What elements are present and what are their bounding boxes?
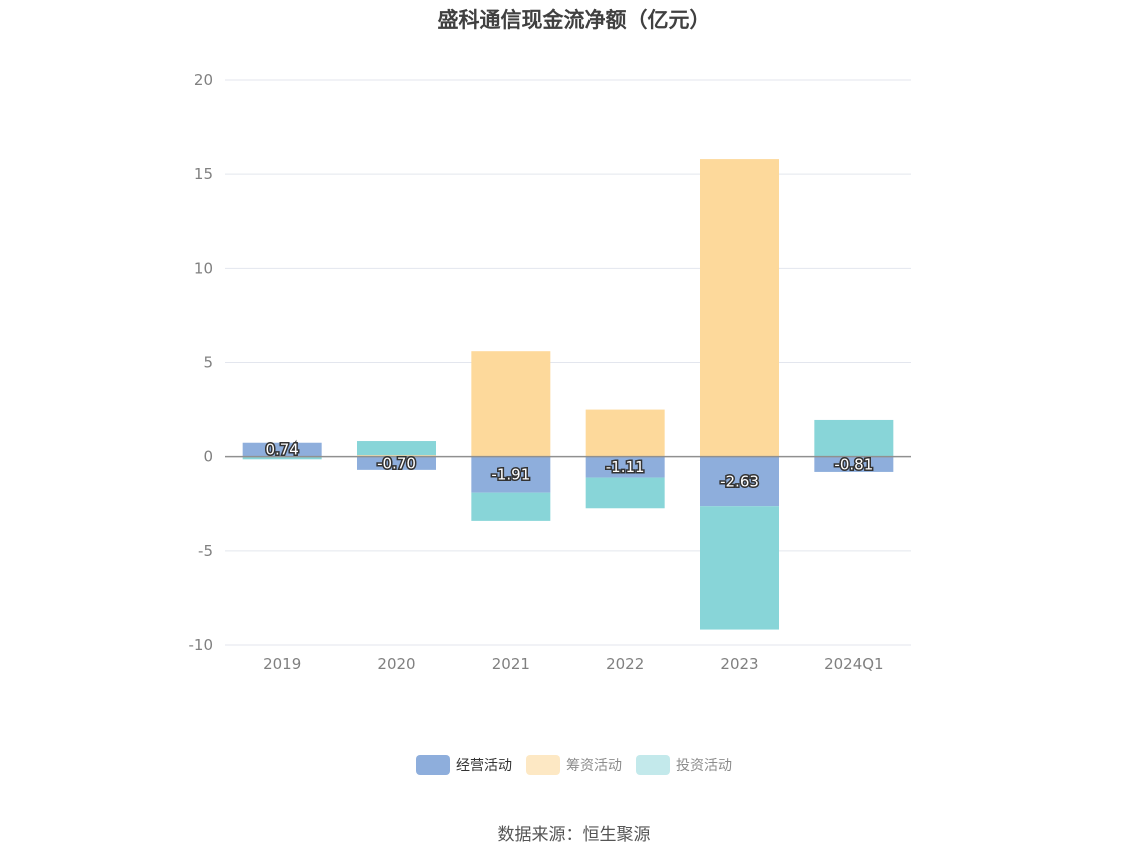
legend-swatch-investing	[636, 755, 670, 775]
grid-lines	[225, 79, 911, 646]
bar-investing-2019	[242, 457, 322, 460]
legend-swatch-operating	[416, 755, 450, 775]
bar-operating-2019	[242, 442, 322, 457]
bar-financing-2021	[471, 351, 551, 457]
bars	[242, 159, 894, 630]
legend-label-investing: 投资活动	[676, 758, 732, 774]
data-label-2019: 0.74	[265, 441, 298, 459]
legend: 经营活动 筹资活动 投资活动	[0, 755, 1148, 775]
y-tick-label: -5	[198, 542, 213, 560]
data-source: 数据来源：恒生聚源	[497, 825, 651, 845]
bar-investing-2021	[471, 492, 551, 521]
x-tick-label: 2019	[263, 655, 301, 673]
x-tick-label: 2021	[492, 655, 530, 673]
x-tick-label: 2024Q1	[824, 655, 884, 673]
bar-investing-2023	[700, 506, 779, 630]
x-tick-label: 2022	[606, 655, 644, 673]
y-tick-label: -10	[189, 636, 214, 654]
y-tick-label: 10	[194, 259, 213, 277]
data-labels: 0.74 -0.70 -1.91 -1.11 -2.63 -0.81	[264, 439, 875, 492]
x-tick-label: 2023	[720, 655, 758, 673]
x-tick-label: 2020	[377, 655, 415, 673]
bar-investing-2020	[357, 441, 436, 456]
data-label-2020: -0.70	[377, 454, 416, 472]
data-label-2022: -1.11	[606, 458, 645, 476]
bar-financing-2022	[585, 409, 665, 457]
y-axis-ticks: -10 -5 0 5 10 15 20	[189, 71, 214, 654]
bar-financing-2023	[700, 159, 779, 457]
bar-operating-2020	[357, 456, 436, 470]
bar-investing-2022	[585, 477, 665, 509]
bar-operating-2023	[700, 456, 779, 507]
y-tick-label: 20	[194, 71, 213, 89]
x-axis-ticks: 2019 2020 2021 2022 2023 2024Q1	[263, 655, 884, 673]
bar-financing-2020	[357, 455, 436, 457]
y-tick-label: 15	[194, 165, 213, 183]
legend-item-operating[interactable]: 经营活动	[416, 755, 512, 775]
legend-swatch-financing	[526, 755, 560, 775]
bar-investing-2024Q1	[814, 419, 894, 457]
y-tick-label: 0	[203, 448, 213, 466]
data-label-2021: -1.91	[491, 466, 530, 484]
legend-item-financing[interactable]: 筹资活动	[526, 755, 622, 775]
legend-label-financing: 筹资活动	[566, 758, 622, 774]
bar-operating-2024Q1	[814, 456, 894, 472]
data-label-2024Q1: -0.81	[834, 455, 873, 473]
bar-operating-2022	[585, 456, 665, 478]
y-tick-label: 5	[203, 354, 213, 372]
bar-operating-2021	[471, 456, 551, 493]
legend-item-investing[interactable]: 投资活动	[636, 755, 732, 775]
chart-title: 盛科通信现金流净额（亿元）	[437, 8, 711, 32]
data-label-2023: -2.63	[720, 472, 759, 490]
legend-label-operating: 经营活动	[456, 758, 512, 774]
